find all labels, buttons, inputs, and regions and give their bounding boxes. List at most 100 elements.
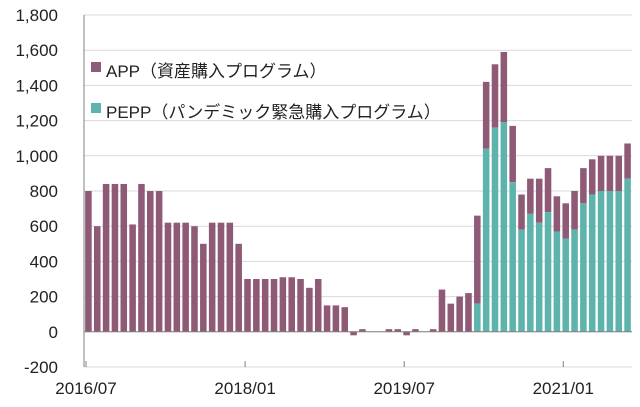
bar-pepp: [624, 178, 631, 332]
bar-app: [147, 191, 154, 332]
bar-app: [332, 305, 340, 332]
bar-app: [120, 183, 128, 332]
y-tick-label: 1,000: [15, 147, 58, 166]
bar-app: [297, 279, 304, 332]
legend-label-pepp: PEPP（パンデミック緊急購入プログラム）: [106, 102, 441, 122]
bar-app: [350, 331, 357, 336]
bar-series: [85, 51, 631, 336]
bar-app: [518, 194, 525, 230]
bar-app: [182, 222, 189, 332]
y-tick-label: 1,600: [15, 41, 58, 60]
bar-app: [85, 191, 92, 332]
bar-app: [341, 307, 349, 332]
legend-item-app: APP（資産購入プログラム）: [91, 62, 327, 81]
bar-app: [314, 279, 322, 332]
bar-app: [244, 279, 251, 332]
bar-pepp: [553, 231, 561, 332]
bar-app: [164, 222, 172, 332]
legend: APP（資産購入プログラム） PEPP（パンデミック緊急購入プログラム）: [91, 62, 441, 122]
bar-app: [553, 196, 561, 232]
bar-app: [474, 215, 481, 304]
bar-app: [359, 329, 366, 332]
bar-app: [606, 155, 614, 191]
legend-swatch-app: [91, 62, 101, 72]
bar-app: [102, 183, 110, 332]
bar-pepp: [474, 303, 481, 332]
bar-app: [580, 168, 587, 204]
x-axis-tick-labels: 2016/07 2018/01 2019/07 2021/01: [55, 361, 594, 398]
bar-app: [535, 178, 543, 223]
bar-app: [155, 191, 163, 332]
bar-app: [279, 277, 287, 332]
bar-pepp: [615, 191, 623, 332]
bar-app: [562, 203, 569, 239]
bar-app: [571, 191, 578, 230]
bar-pepp: [562, 238, 569, 332]
bar-app: [394, 329, 402, 332]
legend-item-pepp: PEPP（パンデミック緊急購入プログラム）: [91, 102, 441, 122]
bar-pepp: [606, 191, 614, 332]
bar-app: [253, 279, 260, 332]
bar-app: [93, 226, 101, 332]
legend-swatch-pepp: [91, 103, 101, 113]
y-axis-tick-labels: -200 0 200 400 600 800 1,000 1,200 1,400 1,600 1,8…: [15, 6, 58, 377]
y-tick-label: 600: [30, 217, 58, 236]
y-tick-label: 400: [30, 252, 58, 271]
bar-pepp: [518, 229, 525, 332]
bar-app: [288, 277, 295, 332]
bar-app: [588, 159, 596, 195]
y-tick-label: -200: [24, 358, 58, 377]
bar-app: [226, 222, 234, 332]
x-tick-label: 2019/07: [373, 379, 434, 398]
bar-app: [403, 331, 410, 336]
bar-pepp: [597, 191, 605, 332]
bar-app: [597, 155, 605, 191]
y-tick-label: 800: [30, 182, 58, 201]
bar-app: [173, 222, 181, 332]
y-tick-label: 0: [49, 323, 58, 342]
bar-app: [412, 329, 419, 332]
bar-app: [465, 293, 472, 332]
x-tick-label: 2021/01: [533, 379, 594, 398]
bar-app: [482, 81, 490, 149]
bar-app: [429, 329, 437, 332]
bar-app: [624, 143, 631, 179]
bar-app: [615, 155, 623, 191]
bar-pepp: [482, 148, 490, 332]
bar-pepp: [527, 213, 534, 332]
bar-app: [385, 329, 393, 332]
bar-app: [217, 222, 225, 332]
bar-pepp: [580, 203, 587, 332]
bar-app: [491, 64, 499, 128]
bar-app: [306, 287, 313, 332]
bar-app: [111, 183, 119, 332]
bar-app: [235, 243, 242, 332]
legend-label-app: APP（資産購入プログラム）: [106, 62, 327, 81]
x-tick-label: 2018/01: [214, 379, 275, 398]
bar-pepp: [571, 229, 578, 332]
x-tick-label: 2016/07: [55, 379, 116, 398]
bar-app: [509, 125, 516, 183]
bar-app: [261, 279, 269, 332]
y-tick-label: 1,800: [15, 6, 58, 25]
bar-app: [129, 224, 136, 332]
bar-app: [438, 289, 446, 332]
bar-pepp: [491, 127, 499, 332]
bar-app: [191, 226, 198, 332]
bar-app: [527, 178, 534, 214]
bar-pepp: [535, 222, 543, 332]
bar-app: [544, 168, 552, 213]
bar-app: [138, 183, 145, 332]
bar-pepp: [500, 122, 508, 332]
bar-pepp: [588, 194, 596, 332]
bar-app: [208, 222, 216, 332]
y-tick-label: 200: [30, 288, 58, 307]
y-tick-label: 1,400: [15, 76, 58, 95]
bar-pepp: [509, 182, 516, 332]
bar-pepp: [544, 212, 552, 332]
bar-app: [456, 296, 463, 332]
axes: [83, 15, 632, 367]
bar-app: [500, 51, 508, 123]
y-tick-label: 1,200: [15, 112, 58, 131]
